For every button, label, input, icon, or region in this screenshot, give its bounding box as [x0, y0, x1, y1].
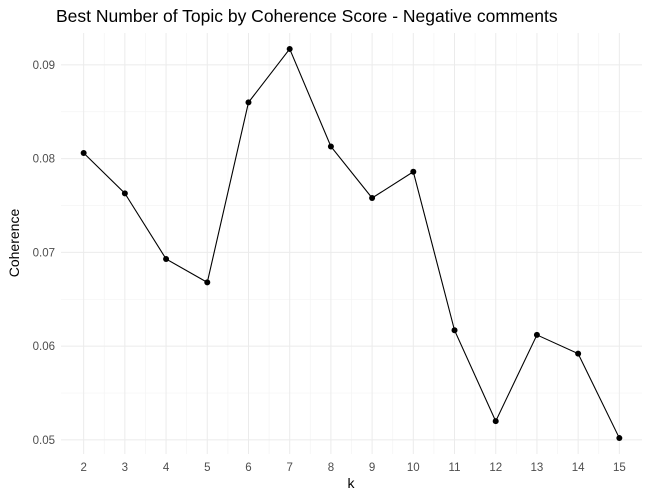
data-point-k14	[575, 350, 582, 357]
x-tick-label: 10	[407, 462, 420, 474]
data-point-k6	[245, 99, 252, 106]
y-tick-label: 0.09	[33, 60, 55, 72]
x-tick-label: 3	[122, 462, 128, 474]
x-tick-label: 5	[204, 462, 210, 474]
data-point-k15	[616, 435, 623, 442]
x-tick-label: 11	[449, 462, 461, 474]
series-line-layer	[83, 47, 620, 439]
coherence-series-line	[83, 47, 620, 439]
x-tick-label: 12	[489, 462, 502, 474]
data-point-k5	[204, 279, 211, 286]
data-point-k7	[286, 45, 293, 52]
x-tick-label: 8	[328, 462, 334, 474]
data-point-k8	[327, 143, 334, 150]
x-tick-label: 7	[286, 462, 292, 474]
data-point-k13	[533, 331, 540, 338]
data-point-k9	[369, 195, 376, 202]
data-point-k3	[121, 190, 128, 197]
data-point-k12	[492, 418, 499, 425]
grid-lines	[61, 33, 642, 454]
y-tick-label: 0.07	[33, 247, 55, 259]
x-tick-label: 2	[80, 462, 86, 474]
x-tick-label: 15	[613, 462, 626, 474]
y-tick-label: 0.06	[33, 341, 55, 353]
x-tick-label: 4	[163, 462, 170, 474]
x-tick-label: 13	[531, 462, 544, 474]
x-tick-label: 9	[369, 462, 375, 474]
chart-title: Best Number of Topic by Coherence Score …	[56, 6, 558, 26]
x-axis-title: k	[348, 475, 356, 491]
data-point-k4	[163, 255, 170, 262]
y-axis-title: Coherence	[6, 209, 22, 278]
y-tick-label: 0.05	[33, 435, 55, 447]
y-axis-ticks: 0.05 0.06 0.07 0.08 0.09	[33, 60, 55, 447]
y-tick-label: 0.08	[33, 154, 55, 166]
data-points	[80, 45, 623, 442]
x-tick-label: 6	[245, 462, 251, 474]
x-axis-ticks: 2 3 4 5 6 7 8 9 10 11 12 13 14 15	[80, 462, 625, 474]
x-tick-label: 14	[572, 462, 585, 474]
data-point-k10	[410, 168, 417, 175]
data-point-k11	[451, 327, 458, 334]
data-point-k2	[80, 150, 87, 157]
